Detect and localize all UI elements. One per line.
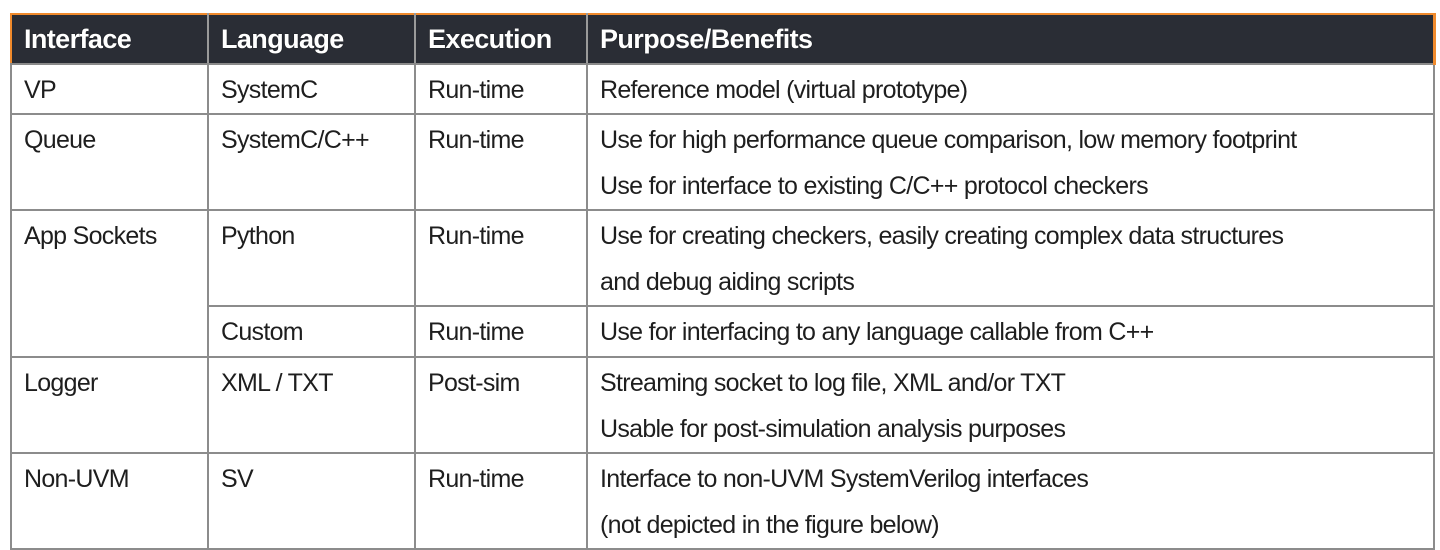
table-row: Custom Run-time Use for interfacing to a… <box>11 305 1435 358</box>
header-purpose: Purpose/Benefits <box>586 13 1436 65</box>
cell-text: and debug aiding scripts <box>600 268 855 296</box>
cell-language: SV <box>207 452 416 550</box>
cell-text: Run-time <box>428 465 525 493</box>
cell-text: Run-time <box>428 126 525 154</box>
table-row: VP SystemC Run-time Reference model (vir… <box>10 63 1435 115</box>
cell-text: App Sockets <box>24 222 157 250</box>
cell-purpose: Use for interfacing to any language call… <box>586 305 1435 358</box>
header-row: Interface Language Execution Purpose/Ben… <box>10 13 1436 65</box>
table-row: App Sockets Python Run-time Use for crea… <box>10 209 1435 358</box>
cell-text: Reference model (virtual prototype) <box>600 76 968 104</box>
cell-text: Non-UVM <box>24 465 130 493</box>
cell-purpose: Reference model (virtual prototype) <box>586 63 1435 115</box>
cell-purpose: Interface to non-UVM SystemVerilog inter… <box>586 452 1435 550</box>
cell-text: Use for interface to existing C/C++ prot… <box>600 172 1149 200</box>
cell-text: Run-time <box>428 76 525 104</box>
cell-execution: Run-time <box>414 305 588 358</box>
cell-language: XML / TXT <box>207 356 416 454</box>
cell-interface: VP <box>10 63 209 115</box>
cell-language: SystemC <box>207 63 416 115</box>
cell-purpose: Use for high performance queue compariso… <box>586 113 1435 211</box>
cell-text: Use for interfacing to any language call… <box>600 318 1154 346</box>
cell-interface: Non-UVM <box>10 452 209 550</box>
cell-text: Logger <box>24 369 98 397</box>
cell-text: SV <box>221 465 254 493</box>
interface-table: Interface Language Execution Purpose/Ben… <box>10 13 1436 550</box>
cell-interface: App Sockets <box>10 209 209 358</box>
header-language: Language <box>207 13 416 65</box>
cell-language: SystemC/C++ <box>207 113 416 211</box>
cell-execution: Run-time <box>414 209 588 307</box>
header-interface: Interface <box>10 13 209 65</box>
cell-purpose: Use for creating checkers, easily creati… <box>586 209 1435 307</box>
cell-interface: Logger <box>10 356 209 454</box>
cell-text: Interface to non-UVM SystemVerilog inter… <box>600 465 1089 493</box>
cell-execution: Post-sim <box>414 356 588 454</box>
cell-execution: Run-time <box>414 452 588 550</box>
cell-text: Usable for post-simulation analysis purp… <box>600 415 1066 443</box>
table-row: Non-UVM SV Run-time Interface to non-UVM… <box>10 452 1435 550</box>
cell-language: Custom <box>207 305 416 358</box>
cell-text: Python <box>221 222 295 250</box>
cell-text: Use for creating checkers, easily creati… <box>600 222 1284 250</box>
cell-text: (not depicted in the figure below) <box>600 511 940 539</box>
cell-text: Run-time <box>428 222 525 250</box>
cell-language: Python <box>207 209 416 307</box>
table-row: Queue SystemC/C++ Run-time Use for high … <box>10 113 1435 211</box>
table-body: VP SystemC Run-time Reference model (vir… <box>10 63 1435 550</box>
cell-execution: Run-time <box>414 63 588 115</box>
cell-text: Post-sim <box>428 369 520 397</box>
cell-text: XML / TXT <box>221 369 333 397</box>
cell-text: Run-time <box>428 318 525 346</box>
interface-table-container: Interface Language Execution Purpose/Ben… <box>10 13 1436 550</box>
cell-interface: Queue <box>10 113 209 211</box>
cell-text: Custom <box>221 318 304 346</box>
cell-text: Streaming socket to log file, XML and/or… <box>600 369 1066 397</box>
cell-text: SystemC <box>221 76 318 104</box>
cell-execution: Run-time <box>414 113 588 211</box>
header-execution: Execution <box>414 13 588 65</box>
cell-text: Use for high performance queue compariso… <box>600 126 1297 154</box>
cell-text: VP <box>24 76 57 104</box>
cell-text: Queue <box>24 126 96 154</box>
cell-text: SystemC/C++ <box>221 126 370 154</box>
table-row: Logger XML / TXT Post-sim Streaming sock… <box>10 356 1435 454</box>
cell-purpose: Streaming socket to log file, XML and/or… <box>586 356 1435 454</box>
table-header: Interface Language Execution Purpose/Ben… <box>10 13 1436 65</box>
